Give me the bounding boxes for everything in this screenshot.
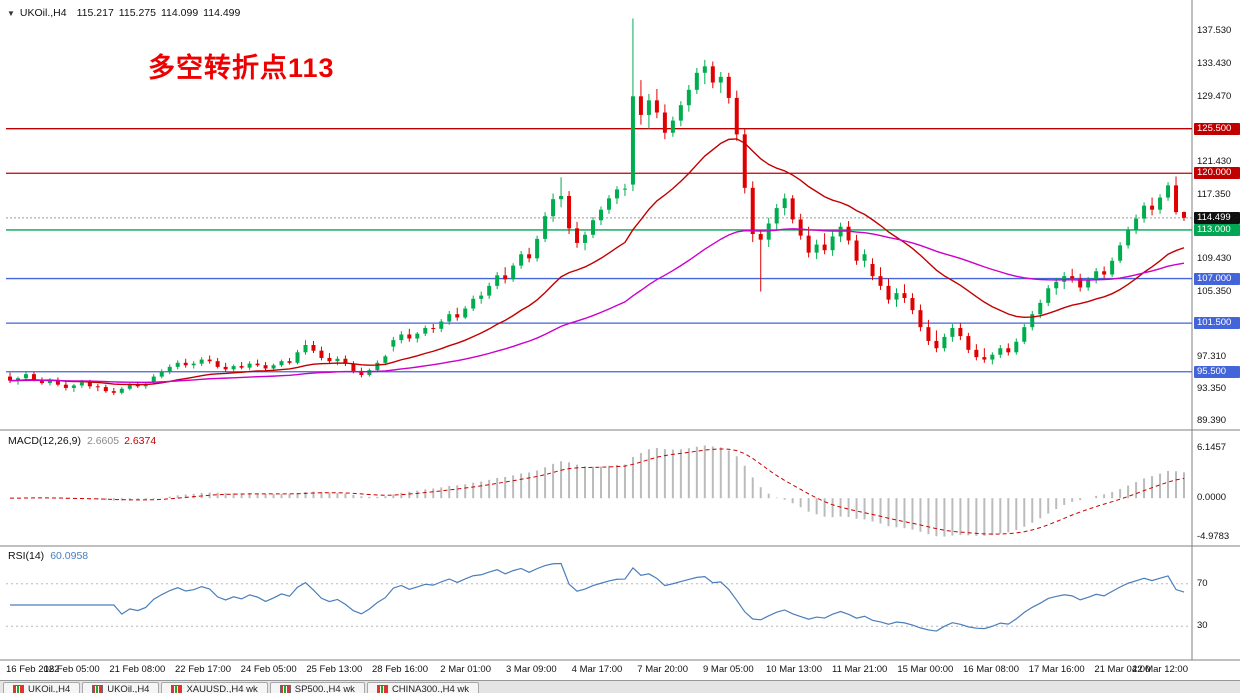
price-axis-label-129.470: 129.470 xyxy=(1197,90,1232,102)
chart-tab-4[interactable]: CHINA300.,H4 wk xyxy=(366,682,480,693)
time-axis-label: 24 Feb 05:00 xyxy=(240,664,297,675)
rsi-axis-70: 70 xyxy=(1197,577,1208,589)
chart-title: ▼ UKOil.,H4 115.217 115.275 114.099 114.499 xyxy=(7,7,240,19)
price-axis-label-133.430: 133.430 xyxy=(1197,58,1232,70)
time-axis-label: 4 Mar 17:00 xyxy=(571,664,623,675)
price-axis-label-107.000: 107.000 xyxy=(1194,272,1240,285)
chart-tab-0[interactable]: UKOil.,H4 xyxy=(3,682,81,693)
time-axis-label: 21 Feb 08:00 xyxy=(109,664,166,675)
macd-axis-zero: 0.0000 xyxy=(1197,492,1227,504)
time-axis-label: 2 Mar 01:00 xyxy=(440,664,492,675)
price-axis-label-125.500: 125.500 xyxy=(1194,122,1240,135)
macd-main-value: 2.6605 xyxy=(86,435,120,447)
time-axis-label: 28 Feb 16:00 xyxy=(372,664,428,675)
time-axis-label: 17 Mar 16:00 xyxy=(1028,664,1085,675)
price-axis-label-121.430: 121.430 xyxy=(1197,155,1232,167)
price-axis-label-109.430: 109.430 xyxy=(1197,252,1232,264)
chart-tab-1[interactable]: UKOil.,H4 xyxy=(82,682,160,693)
annotation-text: 多空转折点113 xyxy=(148,53,335,83)
time-axis-label: 15 Mar 00:00 xyxy=(897,664,954,675)
chart-tab-2[interactable]: XAUUSD.,H4 wk xyxy=(161,682,268,693)
macd-axis-top: 6.1457 xyxy=(1197,442,1227,453)
price-axis-label-101.500: 101.500 xyxy=(1194,317,1240,330)
time-axis-label: 7 Mar 20:00 xyxy=(637,664,689,675)
rsi-indicator-label: RSI(14) 60.0958 xyxy=(8,550,88,562)
chart-tab-label: UKOil.,H4 xyxy=(28,683,71,693)
symbol-timeframe-label: UKOil.,H4 xyxy=(19,7,67,19)
time-axis-label: 25 Feb 13:00 xyxy=(306,664,363,675)
ohlc-open: 115.217 xyxy=(76,7,114,19)
price-axis-label-113.000: 113.000 xyxy=(1194,223,1240,236)
macd-axis-bottom: -4.9783 xyxy=(1197,531,1230,542)
time-axis-label: 9 Mar 05:00 xyxy=(702,664,754,675)
time-axis-label: 11 Mar 21:00 xyxy=(832,664,888,675)
time-axis-label: 22 Feb 17:00 xyxy=(175,664,231,675)
rsi-axis-30: 30 xyxy=(1197,620,1208,632)
ohlc-low: 114.099 xyxy=(160,7,199,19)
price-axis-label-95.500: 95.500 xyxy=(1194,365,1240,378)
chart-tab-label: CHINA300.,H4 wk xyxy=(391,683,470,693)
time-axis[interactable]: 16 Feb 2022 18 Feb 05:00 21 Feb 08:00 22 Fe… xyxy=(0,662,1240,679)
chart-tab-label: UKOil.,H4 xyxy=(107,683,150,693)
macd-name: MACD(12,26,9) xyxy=(8,435,81,447)
candlestick-chart-icon xyxy=(92,684,104,693)
price-axis[interactable]: 137.530 133.430 129.470 125.500 121.430 120.0… xyxy=(1194,0,1240,660)
time-axis-label: 16 Feb 2022 xyxy=(6,664,60,675)
rsi-name: RSI(14) xyxy=(8,550,45,562)
price-axis-label-137.530: 137.530 xyxy=(1197,25,1232,37)
price-axis-label-105.350: 105.350 xyxy=(1197,285,1232,297)
time-axis-label: 3 Mar 09:00 xyxy=(505,664,557,675)
price-axis-label-120.000: 120.000 xyxy=(1194,167,1240,180)
time-axis-label: 18 Feb 05:00 xyxy=(43,664,100,675)
time-axis-label: 16 Mar 08:00 xyxy=(963,664,1019,675)
macd-indicator-label: MACD(12,26,9) 2.6605 2.6374 xyxy=(8,435,156,447)
price-axis-label-97.310: 97.310 xyxy=(1197,351,1227,363)
ohlc-high: 115.275 xyxy=(118,7,156,19)
time-axis-label: 21 Mar 04:00 xyxy=(1094,664,1151,675)
price-axis-label-89.390: 89.390 xyxy=(1197,415,1227,427)
chart-tab-bar: UKOil.,H4 UKOil.,H4 XAUUSD.,H4 wk SP500.,H4… xyxy=(0,680,1240,693)
macd-signal-value: 2.6374 xyxy=(124,435,157,447)
price-axis-label-114.499: 114.499 xyxy=(1194,211,1240,224)
time-axis-label: 22 Mar 12:00 xyxy=(1132,664,1188,675)
chart-tab-label: XAUUSD.,H4 wk xyxy=(186,683,258,693)
chart-tab-3[interactable]: SP500.,H4 wk xyxy=(269,682,365,693)
chart-tab-label: SP500.,H4 wk xyxy=(294,683,355,693)
price-axis-label-93.350: 93.350 xyxy=(1197,383,1227,395)
price-axis-label-117.350: 117.350 xyxy=(1197,188,1231,200)
rsi-value: 60.0958 xyxy=(50,550,89,562)
time-axis-label: 10 Mar 13:00 xyxy=(766,664,822,675)
collapse-chart-icon[interactable]: ▼ xyxy=(7,8,15,18)
candlestick-chart-icon xyxy=(171,684,183,693)
candlestick-chart-icon xyxy=(279,684,291,693)
ohlc-readout: 115.217 115.275 114.099 114.499 xyxy=(72,7,241,19)
candlestick-chart-icon xyxy=(13,684,24,693)
candlestick-chart-icon xyxy=(376,684,388,693)
ohlc-close: 114.499 xyxy=(203,7,241,19)
